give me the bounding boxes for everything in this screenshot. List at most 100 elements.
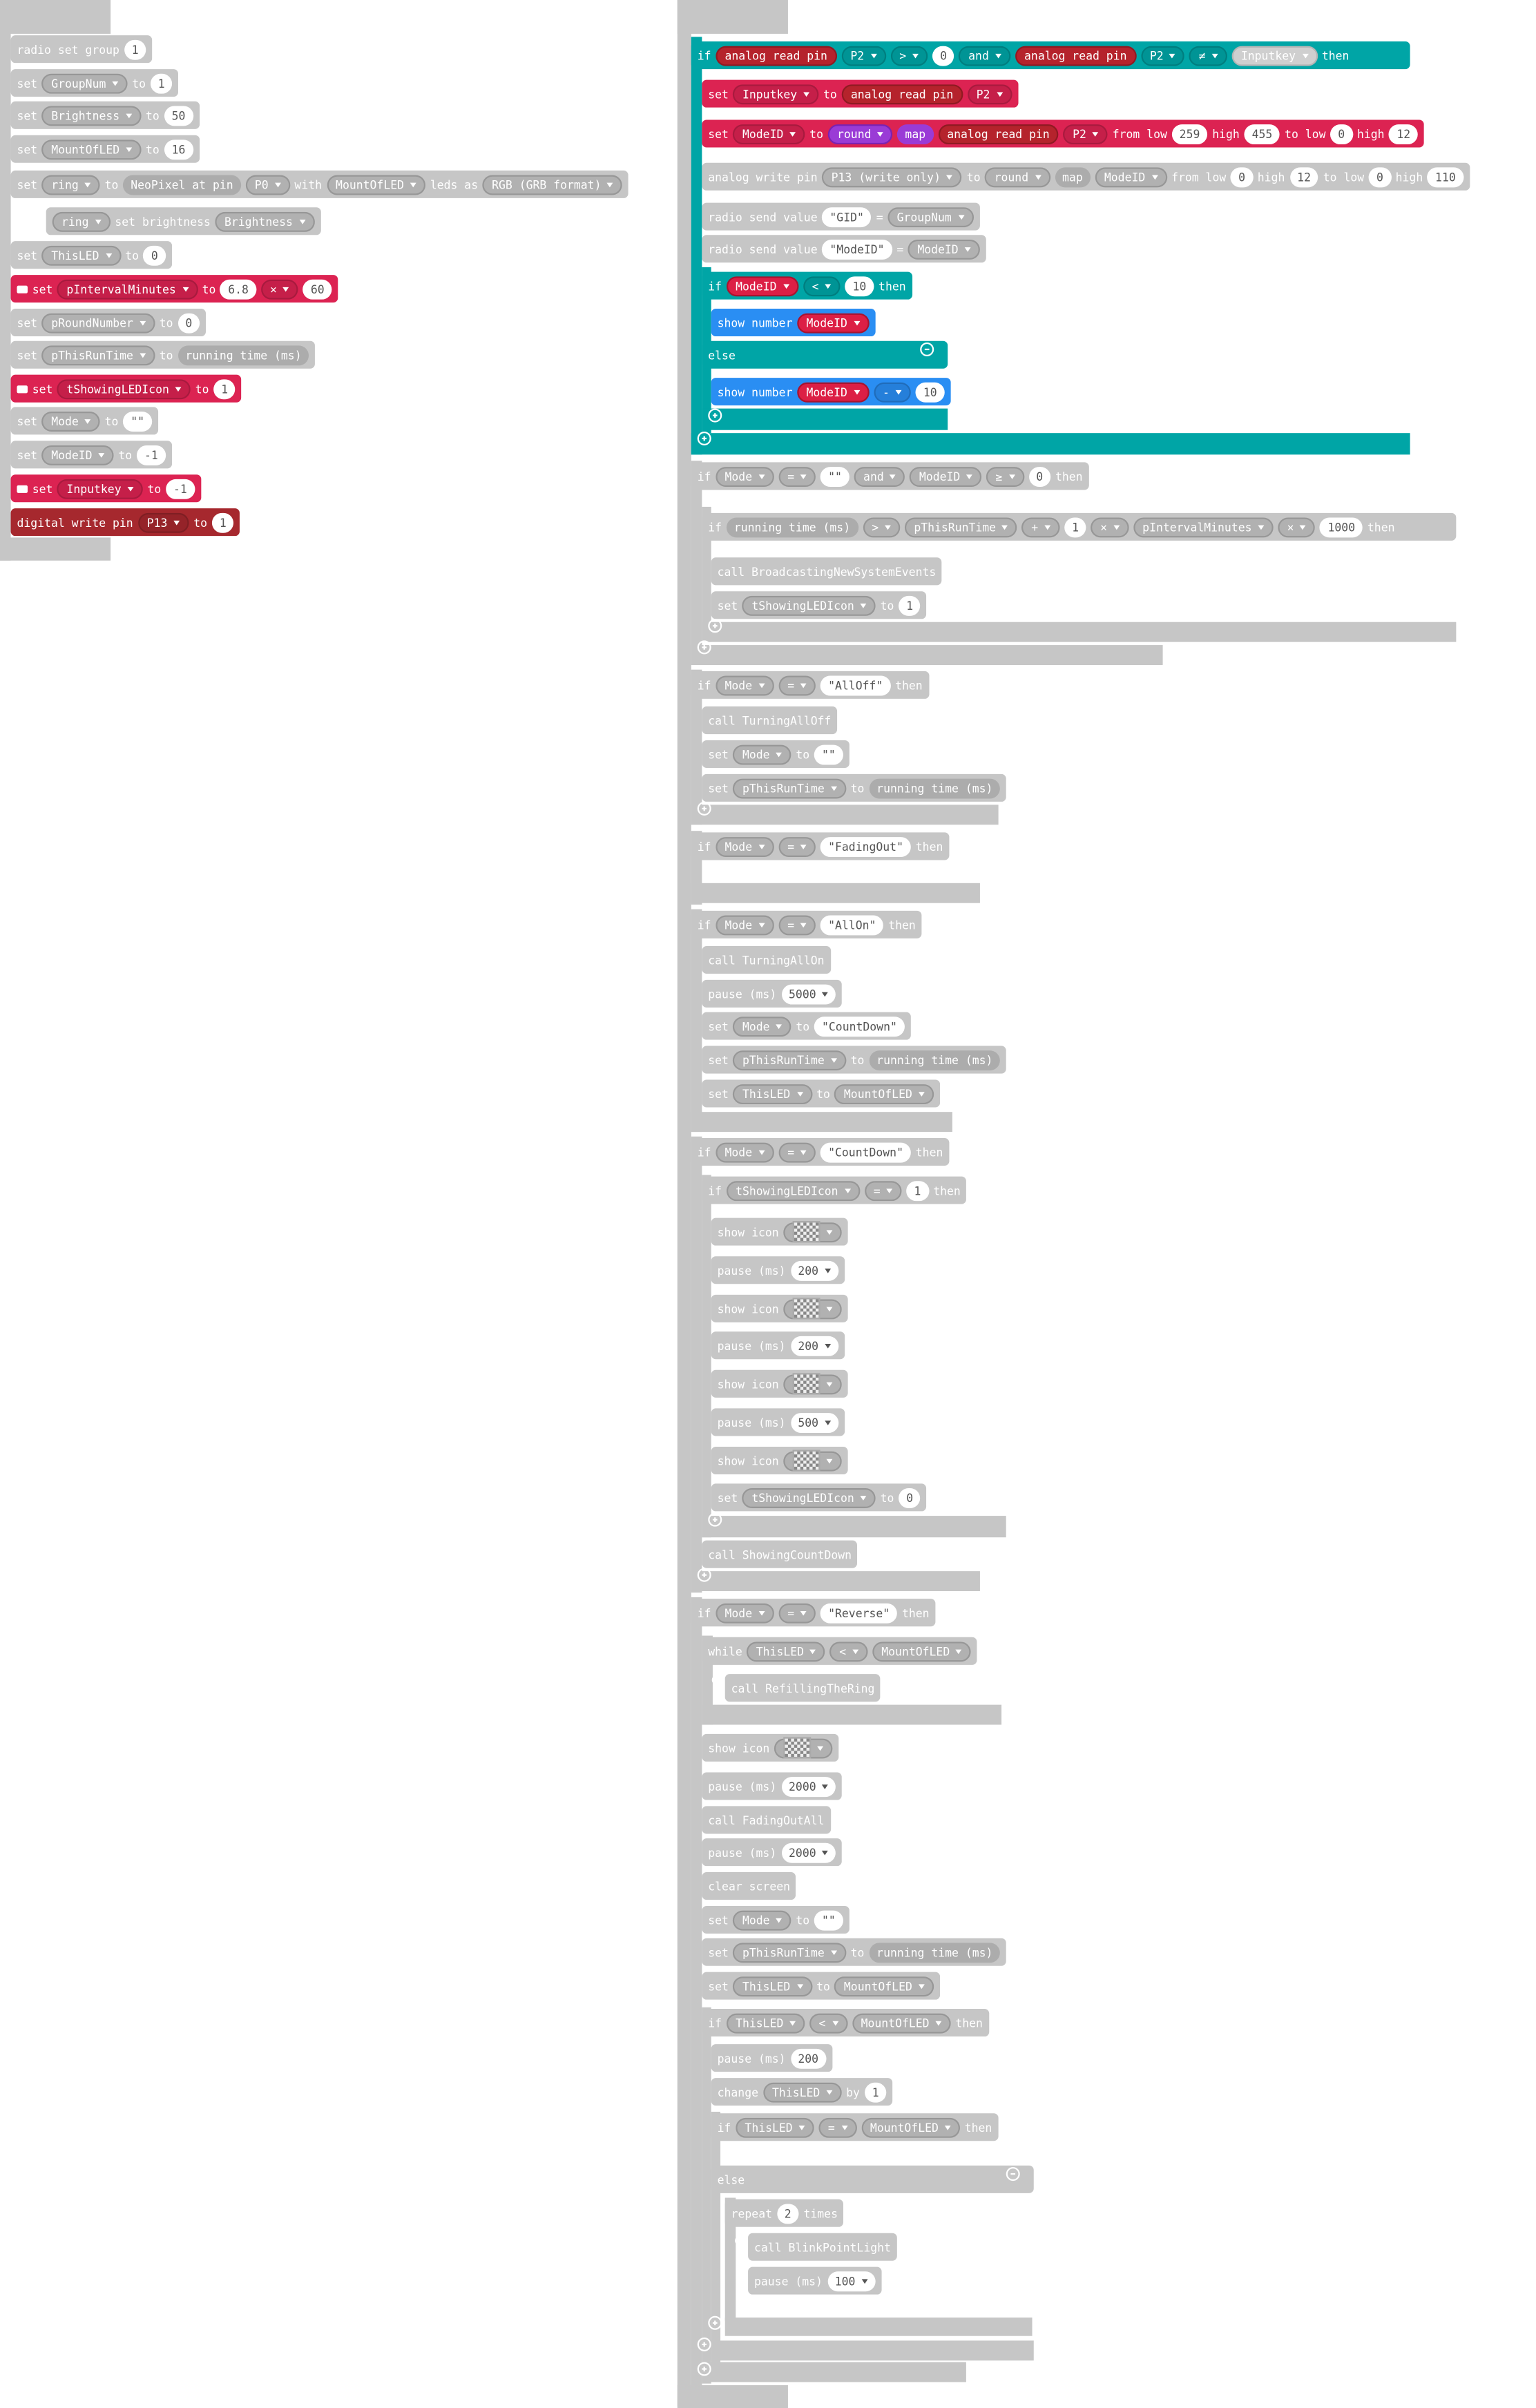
dropdown[interactable]: P13 [137, 512, 189, 532]
variable[interactable]: ModeID [797, 381, 870, 402]
dropdown[interactable]: tShowingLEDIcon [742, 595, 876, 615]
value-dropdown[interactable]: 200 [790, 1335, 838, 1356]
value-dropdown[interactable]: 200 [790, 1260, 838, 1280]
dropdown[interactable]: RGB (GRB format) [482, 174, 623, 195]
dropdown[interactable]: P2 [1140, 45, 1185, 66]
value-dropdown[interactable]: 2000 [780, 1776, 836, 1796]
dropdown[interactable]: × [1278, 517, 1316, 537]
dropdown[interactable]: tShowingLEDIcon [726, 1180, 860, 1201]
dropdown[interactable]: GroupNum [41, 73, 128, 93]
variable[interactable]: ModeID [726, 276, 798, 296]
dropdown[interactable]: Mode [733, 744, 791, 764]
dropdown[interactable]: ModeID [41, 444, 114, 465]
dropdown[interactable]: Brightness [215, 211, 315, 231]
dropdown[interactable]: < [809, 2012, 847, 2033]
dropdown[interactable]: and [854, 465, 905, 486]
add-button[interactable] [697, 801, 711, 816]
dropdown[interactable]: ThisLED [762, 2081, 842, 2102]
value-dropdown[interactable]: 500 [790, 1412, 838, 1432]
add-button[interactable] [697, 2362, 711, 2376]
dropdown[interactable]: ThisLED [736, 2117, 814, 2137]
dropdown[interactable]: = [778, 914, 816, 935]
dropdown[interactable]: MountOfLED [852, 2012, 951, 2033]
dropdown[interactable]: Inputkey [57, 478, 143, 499]
dropdown[interactable]: pThisRunTime [733, 1050, 846, 1070]
dropdown[interactable]: Mode [733, 1016, 791, 1037]
dropdown[interactable]: P0 [245, 174, 290, 195]
dropdown[interactable]: ThisLED [733, 1083, 812, 1104]
dropdown[interactable]: pRoundNumber [41, 312, 155, 333]
dropdown[interactable]: ModeID [733, 124, 805, 144]
dropdown[interactable]: pIntervalMinutes [1133, 517, 1274, 537]
dropdown[interactable]: + [1021, 517, 1060, 537]
dropdown[interactable]: pThisRunTime [904, 517, 1018, 537]
dropdown[interactable]: > [862, 517, 901, 537]
add-button[interactable] [697, 1568, 711, 1582]
dropdown[interactable]: Mode [716, 1142, 774, 1162]
remove-button[interactable] [1006, 2167, 1020, 2181]
dropdown[interactable]: and [959, 45, 1011, 66]
dropdown[interactable]: < [803, 276, 841, 296]
dropdown[interactable]: MountOfLED [326, 174, 426, 195]
dropdown[interactable]: ModeID [908, 238, 980, 259]
dropdown[interactable]: pThisRunTime [733, 1942, 846, 1963]
dropdown[interactable]: pIntervalMinutes [57, 278, 198, 299]
dropdown[interactable]: = [778, 1602, 816, 1623]
dropdown[interactable]: round [827, 124, 893, 144]
dropdown[interactable]: > [890, 45, 928, 66]
dropdown[interactable]: pThisRunTime [733, 778, 846, 798]
dropdown[interactable]: × [260, 278, 299, 299]
dropdown[interactable]: Mode [733, 1909, 791, 1930]
dropdown[interactable]: Mode [716, 836, 774, 856]
dropdown[interactable]: = [778, 836, 816, 856]
add-button[interactable] [697, 2337, 711, 2351]
add-button[interactable] [708, 2315, 722, 2330]
dropdown[interactable]: round [985, 166, 1050, 187]
variable[interactable]: Inputkey [1231, 45, 1318, 66]
dropdown[interactable]: P2 [1063, 124, 1108, 144]
dropdown[interactable]: ThisLED [747, 1641, 826, 1661]
dropdown[interactable]: ring [41, 174, 100, 195]
dropdown[interactable]: < [829, 1641, 868, 1661]
dropdown[interactable]: MountOfLED [872, 1641, 972, 1661]
dropdown[interactable]: MountOfLED [834, 1083, 934, 1104]
dropdown[interactable]: tShowingLEDIcon [742, 1487, 876, 1508]
dropdown[interactable]: Mode [716, 675, 774, 695]
dropdown[interactable]: = [778, 1142, 816, 1162]
dropdown[interactable]: MountOfLED [861, 2117, 961, 2137]
add-button[interactable] [697, 431, 711, 445]
value-dropdown[interactable]: 2000 [780, 1842, 836, 1862]
dropdown[interactable]: Inputkey [733, 84, 819, 104]
add-button[interactable] [697, 640, 711, 655]
dropdown[interactable]: P2 [967, 84, 1012, 104]
dropdown[interactable]: Brightness [41, 105, 142, 126]
dropdown[interactable]: ThisLED [733, 1976, 812, 1996]
dropdown[interactable]: Mode [41, 410, 100, 431]
dropdown[interactable]: ≥ [986, 465, 1024, 486]
value-dropdown[interactable]: 100 [827, 2271, 876, 2291]
dropdown[interactable]: × [1091, 517, 1129, 537]
variable[interactable]: ModeID [797, 312, 870, 333]
dropdown[interactable]: P13 (write only) [822, 166, 963, 187]
add-button[interactable] [708, 408, 722, 423]
dropdown[interactable]: P2 [841, 45, 886, 66]
dropdown[interactable]: MountOfLED [834, 1976, 934, 1996]
dropdown[interactable]: ring [52, 211, 111, 231]
dropdown[interactable]: ModeID [1095, 166, 1167, 187]
dropdown[interactable]: ModeID [910, 465, 982, 486]
dropdown[interactable]: = [778, 675, 816, 695]
dropdown[interactable]: MountOfLED [41, 139, 142, 160]
add-button[interactable] [708, 1512, 722, 1527]
dropdown[interactable]: GroupNum [887, 206, 973, 227]
remove-button[interactable] [920, 342, 934, 356]
dropdown[interactable]: = [864, 1180, 902, 1201]
dropdown[interactable]: Mode [716, 914, 774, 935]
dropdown[interactable]: Mode [716, 465, 774, 486]
add-button[interactable] [708, 619, 722, 633]
dropdown[interactable]: ≠ [1189, 45, 1227, 66]
value-dropdown[interactable]: 5000 [780, 983, 836, 1004]
dropdown[interactable]: ThisLED [726, 2012, 805, 2033]
dropdown[interactable]: pThisRunTime [41, 345, 155, 365]
dropdown[interactable]: Mode [716, 1602, 774, 1623]
dropdown[interactable]: = [778, 465, 816, 486]
